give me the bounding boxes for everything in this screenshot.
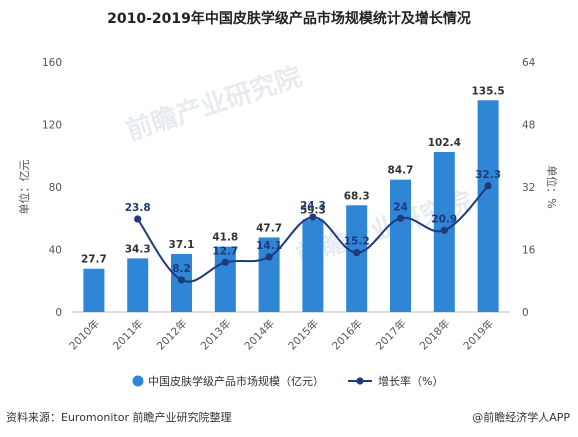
y2-axis-title: 单位：%	[545, 165, 559, 208]
growth-value-label: 15.2	[344, 236, 370, 248]
y-axis-title: 单位：亿元	[17, 160, 31, 215]
bar	[302, 219, 324, 312]
bar	[346, 205, 368, 312]
x-tick-label: 2014年	[242, 317, 278, 353]
growth-value-label: 12.7	[212, 245, 238, 257]
bar-value-label: 102.4	[428, 137, 461, 149]
growth-value-label: 24	[393, 201, 408, 213]
x-tick-label: 2012年	[154, 317, 190, 353]
y-tick-label: 80	[49, 182, 62, 194]
growth-value-label: 20.9	[431, 213, 457, 225]
growth-point	[265, 253, 273, 261]
bar-value-label: 34.3	[125, 243, 151, 255]
y2-tick-label: 16	[522, 245, 536, 257]
growth-point	[134, 215, 142, 223]
chart-title: 2010-2019年中国皮肤学级产品市场规模统计及增长情况	[107, 11, 471, 27]
x-tick-label: 2016年	[329, 317, 365, 353]
bar-value-label: 84.7	[388, 165, 414, 177]
bar-series	[83, 100, 499, 312]
growth-point	[353, 249, 361, 257]
legend-line-dot	[356, 377, 364, 385]
legend-bar-marker	[132, 375, 144, 387]
bar-value-label: 27.7	[81, 254, 107, 266]
bar	[258, 237, 280, 312]
bar-value-label: 47.7	[256, 222, 282, 234]
growth-value-label: 8.2	[172, 263, 191, 275]
legend-bar-label: 中国皮肤学级产品市场规模（亿元）	[148, 374, 324, 388]
watermark-text: 前瞻产业研究院	[123, 61, 306, 147]
credit-note: @前瞻经济学人APP	[472, 411, 570, 424]
y2-tick-label: 32	[522, 182, 535, 194]
x-tick-label: 2017年	[373, 317, 409, 353]
x-tick-label: 2011年	[110, 317, 146, 353]
growth-point	[309, 213, 317, 221]
bar-value-label: 135.5	[471, 85, 504, 97]
growth-point	[484, 182, 492, 190]
bar-value-label: 41.8	[212, 232, 238, 244]
bar-value-label: 37.1	[169, 239, 195, 251]
line-series	[134, 182, 492, 284]
y-tick-label: 160	[42, 57, 62, 69]
legend: 中国皮肤学级产品市场规模（亿元） 增长率（%）	[132, 374, 443, 388]
bar	[83, 268, 105, 312]
x-tick-label: 2015年	[286, 317, 322, 353]
y2-tick-label: 64	[522, 57, 536, 69]
bar-value-label: 59.3	[300, 204, 326, 216]
bar	[214, 246, 236, 312]
legend-line-label: 增长率（%）	[378, 374, 443, 388]
growth-point	[177, 276, 186, 284]
growth-value-label: 23.8	[125, 202, 151, 214]
bar	[127, 258, 149, 312]
y2-tick-label: 48	[522, 120, 535, 132]
y-tick-label: 40	[49, 245, 62, 257]
growth-point	[396, 214, 405, 222]
growth-value-label: 14.1	[256, 240, 282, 252]
data-labels: 27.7 34.3 37.1 41.8 47.7 59.3 68.3 84.7 102.4 135…	[81, 85, 505, 275]
y-tick-label: 120	[42, 120, 62, 132]
x-tick-label: 2018年	[417, 317, 453, 353]
y2-tick-label: 0	[522, 307, 529, 319]
growth-value-label: 32.3	[475, 169, 501, 181]
growth-point	[440, 226, 448, 234]
source-note: 资料来源：Euromonitor 前瞻产业研究院整理	[6, 411, 232, 424]
y-tick-label: 0	[55, 307, 62, 319]
x-tick-label: 2013年	[198, 317, 234, 353]
bar	[477, 100, 499, 312]
x-tick-label: 2010年	[67, 317, 103, 353]
x-tick-label: 2019年	[461, 317, 497, 353]
bar	[390, 179, 411, 312]
growth-value-label: 24.3	[300, 200, 326, 212]
bar-value-label: 68.3	[344, 190, 370, 202]
growth-point	[221, 258, 229, 266]
